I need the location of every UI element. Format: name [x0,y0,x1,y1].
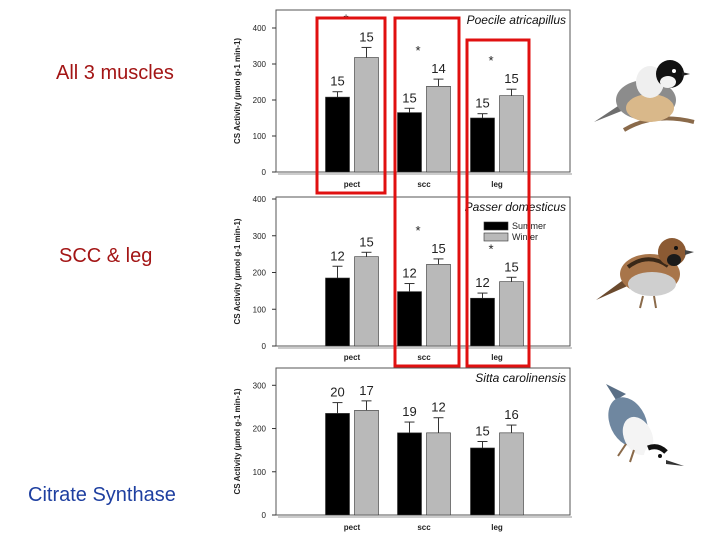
panel2-n-label-leg-winter: 15 [504,259,518,274]
panel3-ytick-label: 0 [262,511,267,520]
panel3-ytick-label: 100 [253,468,267,477]
panel2-xlabel-leg: leg [491,353,503,362]
panel1-bar-leg-winter [499,95,524,173]
label-citrate-synthase: Citrate Synthase [28,484,176,506]
panel2-title: Passer domesticus [465,200,566,214]
panel2-xlabel-scc: scc [417,353,431,362]
panel2-n-label-leg-summer: 12 [475,275,489,290]
panel3-title: Sitta carolinensis [475,371,566,385]
highlight-leg [465,38,531,368]
panel3-frame [275,367,571,516]
panel3-bar-scc-winter [426,432,451,516]
panel1-n-label-leg-summer: 15 [475,96,489,111]
panel1-ytick-label: 300 [253,60,267,69]
chickadee-illustration [594,60,695,132]
panel2-n-label-pect-winter: 15 [359,234,373,249]
panel3-ytick-label: 200 [253,425,267,434]
panel1-xlabel-pect: pect [344,180,361,189]
highlight-scc [393,16,461,368]
panel1-bar-pect-summer [325,96,350,173]
panel2-bar-scc-summer [397,291,422,347]
panel1-sig-scc: * [415,43,420,58]
panel3-xlabel-pect: pect [344,523,361,532]
panel1-n-label-scc-winter: 14 [431,61,445,76]
panel1-title: Poecile atricapillus [467,13,566,27]
panel1-sig-leg: * [488,53,493,68]
panel3-n-label-scc-winter: 12 [431,400,445,415]
panel3-n-label-leg-winter: 16 [504,407,518,422]
panel2-sig-scc: * [415,223,420,238]
panel1-xlabel-leg: leg [491,180,503,189]
panel2-bar-leg-winter [499,281,524,347]
panel1-bar-scc-summer [397,112,422,173]
panel2-legend-label-winter: Winter [512,232,538,242]
panel2-bar-pect-summer [325,277,350,347]
panel2-xlabel-pect: pect [344,353,361,362]
panel3-ytick-label: 300 [253,381,267,390]
panel2-ytick-label: 100 [253,305,267,314]
panel1-ylabel: CS Activity (µmol g-1 min-1) [233,38,242,144]
sparrow-illustration [596,238,694,309]
panel1-ytick-label: 0 [262,168,267,177]
panel1-xlabel-scc: scc [417,180,431,189]
panel2-legend-swatch-winter [483,232,509,242]
panel1-ytick-label: 200 [253,96,267,105]
panel2-n-label-scc-summer: 12 [402,266,416,281]
panel2-bar-scc-winter [426,264,451,347]
panel2-ytick-label: 300 [253,232,267,241]
panel2-sig-leg: * [488,241,493,256]
panel1-frame [275,9,571,173]
panel3-bar-leg-winter [499,432,524,516]
panel3-ylabel: CS Activity (µmol g-1 min-1) [233,388,242,494]
panel2-legend-swatch-summer [483,221,509,231]
panel3-bar-leg-summer [470,447,495,516]
panel2-frame [275,196,571,347]
panel1-bar-pect-winter [354,57,379,173]
panel3-n-label-pect-winter: 17 [359,383,373,398]
panel2-n-label-scc-winter: 15 [431,241,445,256]
panel3-n-label-leg-summer: 15 [475,424,489,439]
panel1-n-label-leg-winter: 15 [504,71,518,86]
panel2-ytick-label: 0 [262,342,267,351]
panel2-ytick-label: 200 [253,269,267,278]
highlight-pect [315,16,387,195]
panel1-n-label-scc-summer: 15 [402,90,416,105]
panel1-bar-scc-winter [426,86,451,173]
panel3-n-label-scc-summer: 19 [402,404,416,419]
label-scc-and-leg: SCC & leg [59,245,153,267]
panel2-bar-pect-winter [354,256,379,347]
panel3-bar-pect-summer [325,413,350,516]
panel1-ytick-label: 400 [253,24,267,33]
label-all-3-muscles: All 3 muscles [56,62,174,84]
panel1-bar-leg-summer [470,117,495,173]
panel3-xlabel-scc: scc [417,523,431,532]
panel1-n-label-pect-summer: 15 [330,74,344,89]
panel3-n-label-pect-summer: 20 [330,385,344,400]
panel2-n-label-pect-summer: 12 [330,248,344,263]
panel3-bar-scc-summer [397,432,422,516]
panel3-xlabel-leg: leg [491,523,503,532]
nuthatch-illustration [606,384,684,468]
panel3-bar-pect-winter [354,410,379,516]
panel2-ylabel: CS Activity (µmol g-1 min-1) [233,218,242,324]
panel1-n-label-pect-winter: 15 [359,29,373,44]
panel2-ytick-label: 400 [253,195,267,204]
panel2-bar-leg-summer [470,297,495,347]
panel1-ytick-label: 100 [253,132,267,141]
